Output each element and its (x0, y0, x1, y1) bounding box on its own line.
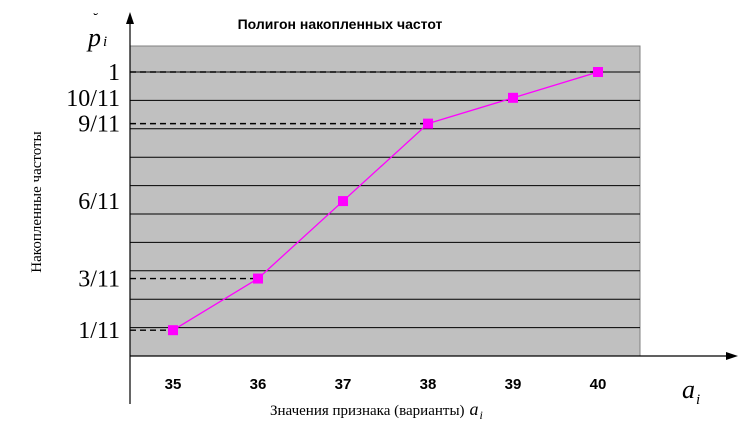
data-point (168, 325, 178, 336)
y-tick-label: 1/11 (78, 318, 120, 344)
y-axis-label: Накопленные частоты (29, 131, 45, 272)
x-axis-symbol-sub: i (696, 392, 700, 408)
data-point (508, 92, 518, 103)
data-point (338, 196, 348, 207)
dashed-guides (130, 71, 598, 331)
x-tick-label: 37 (335, 376, 352, 393)
x-tick-label: 35 (165, 376, 182, 393)
x-tick-label: 36 (250, 376, 267, 393)
x-tick-label: 39 (505, 376, 522, 393)
series-markers (168, 67, 603, 336)
x-axis-label-symbol-sub: i (480, 408, 483, 422)
x-tick-label: 40 (590, 376, 607, 393)
y-tick-label: 10/11 (66, 86, 120, 112)
y-axis-symbol-sub: i (103, 34, 107, 50)
y-axis-arrow (126, 12, 134, 24)
y-tick-label: 3/11 (78, 267, 120, 293)
series-line (172, 71, 599, 331)
x-axis-arrow (726, 352, 738, 360)
data-point (423, 118, 433, 129)
x-tick-labels: 35 36 37 38 39 40 (165, 376, 607, 393)
x-tick-label: 38 (420, 376, 437, 393)
y-tick-label: 9/11 (78, 112, 120, 138)
data-point (593, 67, 603, 77)
y-axis-symbol-breve: ˘ (92, 11, 98, 27)
chart-title: Полигон накопленных частот (238, 16, 443, 32)
x-axis-label-symbol: a (470, 399, 479, 419)
data-point (253, 273, 263, 284)
x-axis-label: Значения признака (варианты) ai (270, 399, 483, 422)
x-axis-label-text: Значения признака (варианты) (270, 403, 465, 419)
y-tick-label: 1 (108, 60, 120, 86)
x-axis-symbol: a (682, 375, 695, 404)
y-axis-symbol: p (86, 23, 101, 52)
y-tick-label: 6/11 (78, 189, 120, 215)
series-line-path (172, 71, 599, 331)
